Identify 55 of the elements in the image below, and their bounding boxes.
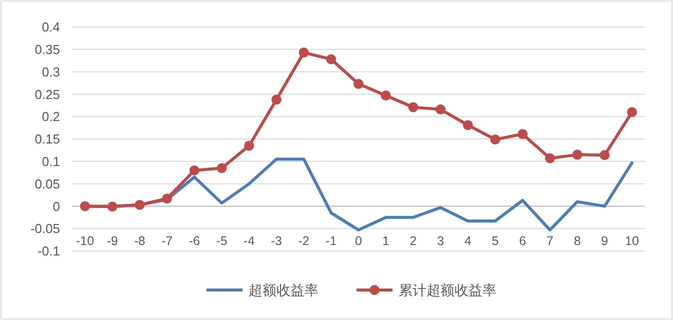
x-tick-label: 8: [574, 234, 581, 248]
point: [189, 165, 200, 176]
x-tick-label: -10: [76, 234, 94, 248]
x-tick-label: 9: [601, 234, 608, 248]
point: [490, 134, 500, 144]
x-tick-label: -3: [270, 234, 282, 248]
x-tick-label: -8: [134, 234, 146, 248]
x-tick-label: 2: [410, 234, 417, 248]
legend-label: 超额收益率: [248, 282, 318, 298]
point: [408, 102, 418, 112]
y-tick-label: 0.1: [42, 154, 60, 169]
y-tick-label: 0.2: [42, 109, 60, 124]
y-tick-label: 0.15: [34, 132, 60, 147]
legend-label: 累计超额收益率: [398, 282, 496, 298]
point: [380, 90, 391, 101]
point: [107, 202, 118, 212]
point: [134, 200, 145, 210]
y-tick-label: 0.25: [34, 86, 60, 102]
x-tick-label: 3: [437, 234, 444, 248]
x-tick-label: -6: [188, 234, 200, 248]
x-tick-label: 7: [546, 234, 554, 248]
point: [544, 153, 555, 164]
point: [600, 150, 610, 160]
point: [244, 140, 254, 151]
point: [462, 120, 473, 130]
point: [298, 48, 309, 58]
x-tick-label: -4: [244, 234, 255, 248]
point: [80, 201, 90, 212]
x-tick-label: 0: [355, 234, 362, 248]
x-tick-label: 5: [492, 234, 499, 248]
point: [627, 107, 637, 118]
y-tick-label: 0.35: [34, 42, 60, 57]
x-tick-label: -9: [106, 234, 118, 248]
x-tick-label: -1: [326, 234, 337, 248]
point: [162, 194, 172, 204]
x-tick-label: -5: [216, 234, 228, 248]
x-tick-label: -2: [298, 234, 310, 248]
y-tick-label: 0.05: [34, 176, 60, 192]
y-tick-label: 0.3: [42, 64, 60, 80]
x-tick-label: -7: [161, 234, 173, 248]
point: [572, 150, 582, 160]
y-tick-label: 0: [52, 198, 60, 214]
y-tick-label: -0.1: [38, 244, 60, 259]
x-tick-label: 1: [382, 234, 390, 248]
point: [216, 163, 227, 174]
point: [271, 94, 282, 105]
y-tick-label: 0.4: [42, 20, 60, 35]
point: [326, 54, 336, 64]
x-tick-label: 6: [519, 234, 526, 248]
point: [518, 129, 528, 140]
y-tick-label: -0.05: [30, 221, 60, 236]
point: [354, 78, 364, 89]
point: [436, 104, 446, 114]
x-tick-label: 10: [625, 234, 639, 248]
x-tick-label: 4: [464, 234, 472, 248]
